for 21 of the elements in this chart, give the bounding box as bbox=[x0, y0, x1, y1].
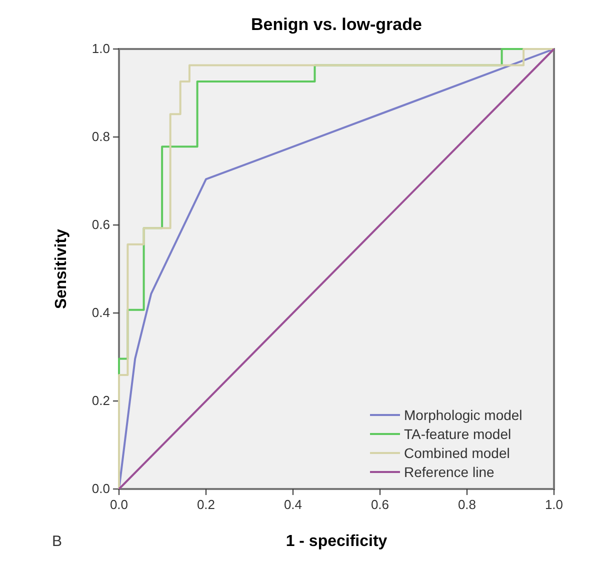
x-tick-label: 0.4 bbox=[284, 497, 302, 512]
line-series bbox=[118, 48, 555, 490]
legend-label: Morphologic model bbox=[404, 407, 522, 423]
x-tick-label: 1.0 bbox=[544, 497, 564, 512]
legend-label: Reference line bbox=[404, 464, 494, 480]
text: B bbox=[52, 533, 62, 550]
x-axis-title: 1 - specificity bbox=[286, 533, 388, 550]
y-tick-label: 0.6 bbox=[92, 217, 110, 232]
legend-label: TA-feature model bbox=[404, 426, 512, 442]
y-tick-label: 0.8 bbox=[92, 129, 110, 144]
x-tick-label: 0.0 bbox=[110, 497, 128, 512]
chart-title: Benign vs. low-grade bbox=[251, 15, 422, 34]
y-tick-label: 1.0 bbox=[92, 41, 110, 56]
x-tick-label: 0.6 bbox=[370, 497, 390, 512]
y-axis-title: Sensitivity bbox=[53, 228, 70, 310]
y-tick-label: 0.4 bbox=[92, 305, 110, 320]
y-tick-label: 0.2 bbox=[92, 393, 110, 408]
x-tick-label: 0.8 bbox=[458, 497, 476, 512]
legend-label: Combined model bbox=[404, 445, 510, 461]
y-tick-label: 0.0 bbox=[92, 481, 110, 496]
x-tick-label: 0.2 bbox=[196, 497, 216, 512]
